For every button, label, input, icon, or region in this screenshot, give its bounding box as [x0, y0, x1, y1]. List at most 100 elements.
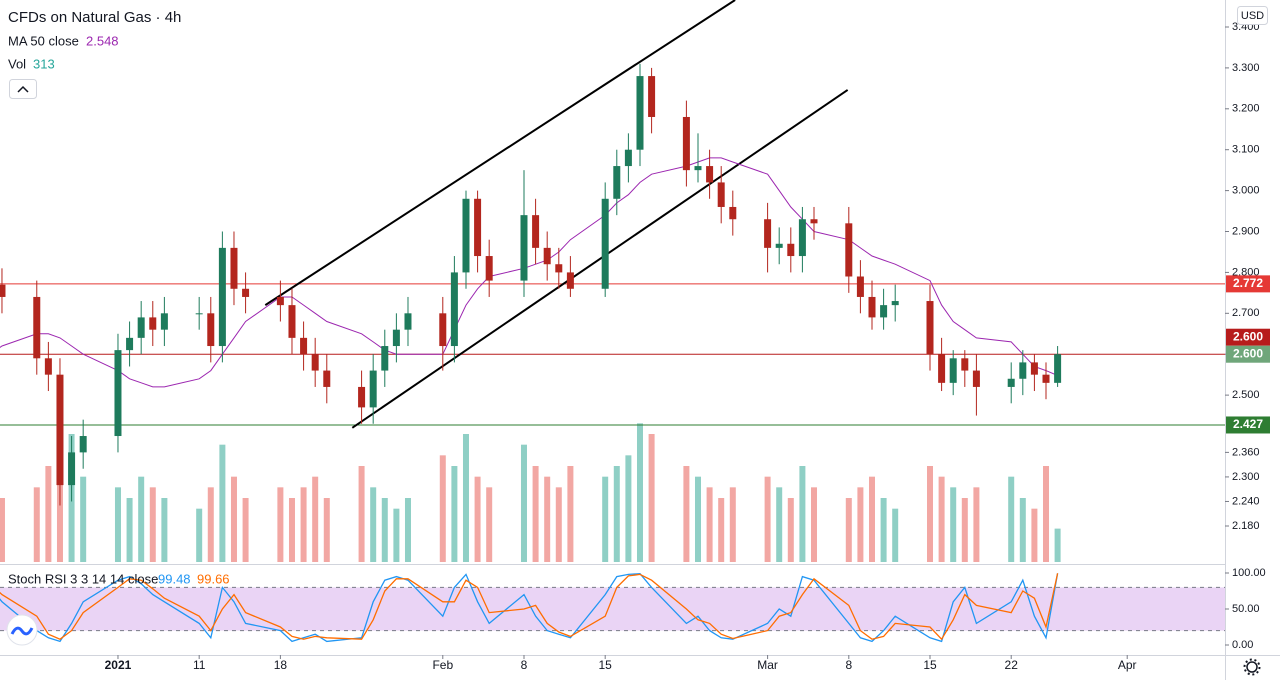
stoch-d-value: 99.66: [197, 571, 230, 586]
collapse-button[interactable]: [9, 79, 37, 99]
candle-body: [450, 272, 458, 347]
x-tick-label: 15: [923, 658, 937, 672]
volume-bar: [462, 434, 469, 562]
volume-bar: [138, 476, 145, 562]
x-tick-label: 18: [274, 658, 288, 672]
collapse-button-frame[interactable]: [9, 79, 37, 99]
volume-bar: [613, 466, 620, 562]
volume-bar: [683, 466, 690, 562]
y-tick-label: 2.800: [1232, 266, 1260, 278]
volume-bar: [439, 455, 446, 562]
volume-bar: [764, 476, 771, 562]
volume-bar: [1019, 498, 1026, 562]
level-label: 2.427: [1233, 417, 1263, 431]
volume-bar: [857, 487, 864, 562]
candle-body: [706, 166, 714, 183]
candle-body: [56, 374, 64, 486]
axes: 2.180 2.240 2.300 2.360 2.500 2.600 2.700 2.800…: [105, 21, 1270, 672]
stoch-pane: [0, 573, 1225, 643]
ma-legend: MA 50 close: [8, 33, 79, 48]
volume-bar: [323, 498, 330, 562]
volume-bar: [381, 498, 388, 562]
volume-bar: [567, 466, 574, 562]
volume-bar: [312, 476, 319, 562]
volume-bar: [869, 476, 876, 562]
level-label: 2.600: [1233, 329, 1263, 343]
volume-bar: [45, 466, 52, 562]
candle-body: [717, 182, 725, 207]
y-tick-label: 3.000: [1232, 185, 1260, 197]
x-tick-label: 8: [521, 658, 528, 672]
volume-bar: [729, 487, 736, 562]
y-tick-label: 2.500: [1232, 389, 1260, 401]
volume-bar: [393, 508, 400, 562]
candle-body: [613, 166, 621, 199]
chart-title: CFDs on Natural Gas · 4h: [8, 9, 181, 26]
x-tick-label: Apr: [1118, 658, 1137, 672]
volume-bar: [1043, 466, 1050, 562]
volume-bar: [451, 466, 458, 562]
stoch-y-tick-label: 50.00: [1232, 603, 1260, 615]
volume-bar: [880, 498, 887, 562]
logo: [6, 614, 38, 646]
x-tick-label: 11: [193, 658, 206, 672]
candle-body: [868, 296, 876, 318]
volume-bar: [474, 476, 481, 562]
gear-icon[interactable]: [1246, 661, 1258, 673]
volume-bar: [300, 487, 307, 562]
candle-body: [961, 358, 969, 371]
settings-button[interactable]: [1243, 658, 1261, 676]
gear-teeth[interactable]: [1243, 658, 1261, 676]
volume-bar: [706, 487, 713, 562]
currency-frame[interactable]: [1237, 6, 1268, 25]
volume-bar: [33, 487, 40, 562]
candle-body: [126, 337, 134, 351]
candle-body: [1019, 362, 1027, 379]
candle-body: [323, 370, 331, 387]
volume-bar: [776, 487, 783, 562]
volume-bar: [845, 498, 852, 562]
candle-body: [311, 354, 319, 371]
candle-body: [276, 296, 284, 306]
candle-body: [1042, 374, 1050, 383]
last-price-badge: [1226, 345, 1270, 363]
y-tick-label: 3.200: [1232, 103, 1260, 115]
candle-body: [787, 243, 795, 257]
chevron-icon[interactable]: [17, 85, 29, 93]
candle-body: [810, 219, 818, 224]
candle-body: [555, 264, 563, 273]
level-label: 2.772: [1233, 276, 1263, 290]
candle-body: [566, 272, 574, 289]
candle-body: [149, 317, 157, 330]
volume-bar: [219, 444, 226, 562]
y-tick-label: 2.360: [1232, 446, 1260, 458]
candle-body: [218, 247, 226, 347]
volume-bar: [114, 487, 121, 562]
volume-bar: [0, 498, 5, 562]
volume-bar: [892, 508, 899, 562]
stoch-y-tick-label: 0.00: [1232, 639, 1253, 651]
candle-body: [230, 247, 238, 289]
candle-body: [775, 243, 783, 248]
candle-body: [624, 149, 632, 167]
volume-bar: [230, 476, 237, 562]
currency-button[interactable]: USD: [1237, 6, 1268, 25]
volume-bar: [358, 466, 365, 562]
volume-bar: [938, 476, 945, 562]
candle-body: [880, 305, 888, 318]
logo-wave: [10, 626, 34, 636]
candle-body: [114, 350, 122, 437]
y-tick-label: 2.240: [1232, 495, 1260, 507]
candle-body: [160, 313, 168, 330]
candle-body: [891, 301, 899, 306]
candle-body: [137, 317, 145, 338]
volume-bar: [1054, 528, 1061, 562]
candle-body: [0, 284, 6, 297]
volume-bar: [486, 487, 493, 562]
volume-bar: [196, 508, 203, 562]
candle-body: [300, 337, 308, 355]
currency-label[interactable]: USD: [1241, 10, 1264, 22]
volume-bar: [532, 466, 539, 562]
candle-body: [601, 198, 609, 289]
